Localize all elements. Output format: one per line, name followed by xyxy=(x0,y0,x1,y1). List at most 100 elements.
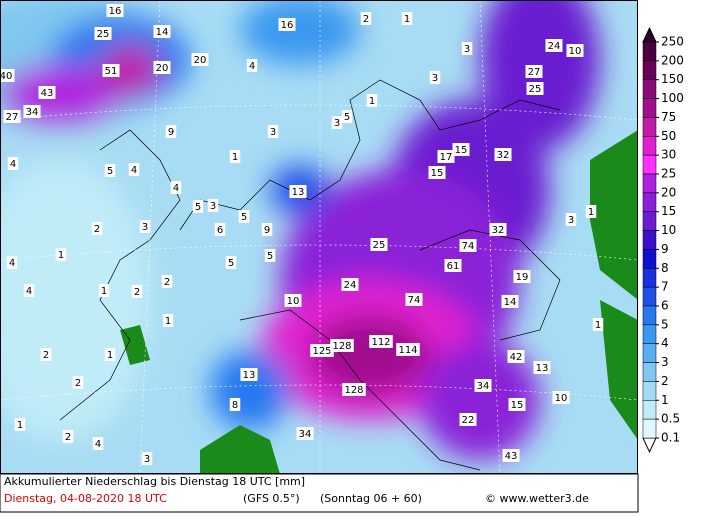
label-box xyxy=(452,143,470,156)
footer-box xyxy=(0,473,639,513)
precip-label: 6 xyxy=(217,225,223,236)
precip-label: 24 xyxy=(344,280,357,291)
legend-swatch xyxy=(642,400,657,420)
precip-label: 40 xyxy=(0,71,12,82)
precip-label: 5 xyxy=(195,202,201,213)
label-box xyxy=(366,94,378,107)
precip-label: 2 xyxy=(65,432,71,443)
label-box xyxy=(165,125,177,138)
legend-level: 50 xyxy=(661,129,676,143)
label-box xyxy=(429,71,441,84)
precip-label: 1 xyxy=(165,316,171,327)
precip-label: 4 xyxy=(9,258,15,269)
label-box xyxy=(444,259,462,272)
label-box xyxy=(369,335,393,348)
legend-level: 25 xyxy=(661,167,676,181)
label-box xyxy=(507,350,525,363)
label-box xyxy=(459,239,477,252)
label-box xyxy=(461,42,473,55)
precip-label: 1 xyxy=(58,250,64,261)
precip-label: 14 xyxy=(156,27,169,38)
label-box xyxy=(141,452,153,465)
label-box xyxy=(428,166,446,179)
precip-label: 34 xyxy=(26,107,39,118)
legend-swatch xyxy=(642,418,657,439)
legend-swatch xyxy=(642,343,657,363)
label-box xyxy=(240,368,258,381)
precip-label: 15 xyxy=(511,400,524,411)
legend-level: 75 xyxy=(661,110,676,124)
label-box xyxy=(437,150,455,163)
label-box xyxy=(370,238,388,251)
label-box xyxy=(62,430,74,443)
label-box xyxy=(296,427,314,440)
precip-label: 3 xyxy=(334,118,340,129)
legend-level: 7 xyxy=(661,280,669,294)
legend-arrow-bottom xyxy=(642,437,657,454)
precip-label: 8 xyxy=(232,400,238,411)
legend-swatch xyxy=(642,136,657,156)
precip-label: 25 xyxy=(97,29,110,40)
label-box xyxy=(214,223,226,236)
label-box xyxy=(264,249,276,262)
precip-label: 2 xyxy=(134,287,140,298)
precip-label: 16 xyxy=(281,20,294,31)
precip-label: 24 xyxy=(548,41,561,52)
precip-label: 4 xyxy=(95,439,101,450)
legend-swatch xyxy=(642,286,657,307)
precip-label: 25 xyxy=(373,240,386,251)
label-box xyxy=(330,339,354,352)
label-box xyxy=(533,361,551,374)
legend-level: 200 xyxy=(661,53,684,67)
label-box xyxy=(139,220,151,233)
footer-model: (GFS 0.5°) xyxy=(243,492,300,505)
legend-swatch xyxy=(642,305,657,326)
precip-label: 61 xyxy=(447,261,460,272)
precip-label: 14 xyxy=(504,297,517,308)
precip-label: 20 xyxy=(194,55,207,66)
precip-label: 25 xyxy=(529,84,542,95)
precip-label: 1 xyxy=(369,96,375,107)
label-box xyxy=(494,148,512,161)
label-box xyxy=(238,210,250,223)
legend-swatch xyxy=(642,211,657,231)
precip-label: 4 xyxy=(26,286,32,297)
label-box xyxy=(525,65,543,78)
footer-credit: © www.wetter3.de xyxy=(485,492,589,505)
label-box xyxy=(501,295,519,308)
precip-label: 3 xyxy=(144,454,150,465)
legend-swatch xyxy=(642,41,657,62)
graticule xyxy=(0,0,638,474)
precip-label: 128 xyxy=(344,385,363,396)
legend-level: 150 xyxy=(661,72,684,86)
label-box xyxy=(289,185,307,198)
legend-swatch xyxy=(642,192,657,212)
precip-label: 9 xyxy=(264,225,270,236)
precip-label: 43 xyxy=(505,451,518,462)
legend-swatch xyxy=(642,60,657,80)
legend-level: 9 xyxy=(661,242,669,256)
label-box xyxy=(489,223,507,236)
label-box xyxy=(396,343,420,356)
precip-label: 22 xyxy=(462,415,475,426)
label-box xyxy=(284,294,302,307)
footer-date: Dienstag, 04-08-2020 18 UTC xyxy=(4,492,167,505)
precip-label: 1 xyxy=(588,207,594,218)
label-box xyxy=(55,248,67,261)
label-box xyxy=(7,157,19,170)
precip-label: 5 xyxy=(241,212,247,223)
label-box xyxy=(261,223,273,236)
label-box xyxy=(104,164,116,177)
legend-swatch xyxy=(642,79,657,99)
precip-label: 5 xyxy=(344,112,350,123)
precip-label: 43 xyxy=(41,88,54,99)
precip-label: 17 xyxy=(440,152,453,163)
precip-label: 3 xyxy=(142,222,148,233)
precip-label: 34 xyxy=(299,429,312,440)
label-box xyxy=(341,110,353,123)
precip-label: 4 xyxy=(249,61,255,72)
legend-swatch xyxy=(642,154,657,175)
label-box xyxy=(502,449,520,462)
